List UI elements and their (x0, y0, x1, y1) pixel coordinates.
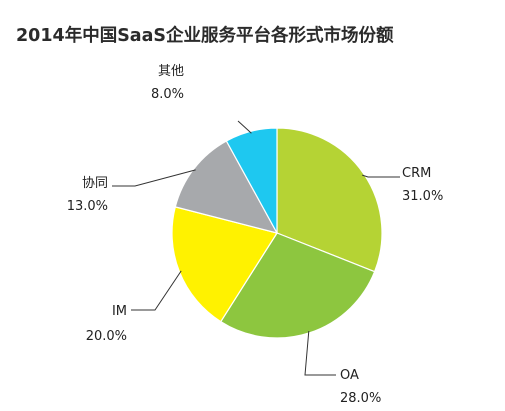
slice-value-0: 31.0% (402, 189, 443, 204)
slice-value-3: 13.0% (67, 199, 108, 214)
chart-title: 2014年中国SaaS企业服务平台各形式市场份额 (16, 25, 394, 46)
leader-line-4 (237, 120, 252, 134)
leader-line-3 (112, 169, 196, 187)
pie-slice-2 (171, 206, 278, 323)
slice-value-4: 8.0% (151, 87, 184, 102)
pie-slices (171, 127, 383, 339)
pie-slice-1 (219, 232, 376, 339)
leader-line-2 (131, 270, 182, 311)
pie-slice-0 (276, 127, 383, 273)
slice-label-3: 协同 (82, 176, 108, 191)
pie-slice-4 (225, 127, 278, 234)
slice-label-0: CRM (402, 166, 431, 181)
slice-label-4: 其他 (158, 64, 184, 79)
slice-value-1: 28.0% (340, 391, 381, 406)
leader-line-1 (304, 330, 336, 376)
slice-label-1: OA (340, 368, 359, 383)
leader-lines (112, 120, 400, 376)
pie-slice-3 (174, 140, 279, 234)
slice-value-2: 20.0% (86, 329, 127, 344)
slice-label-2: IM (112, 304, 127, 319)
leader-line-0 (362, 174, 400, 178)
slice-labels: CRM 31.0% OA 28.0% IM 20.0% 协同 13.0% 其他 8.0% (67, 64, 444, 406)
